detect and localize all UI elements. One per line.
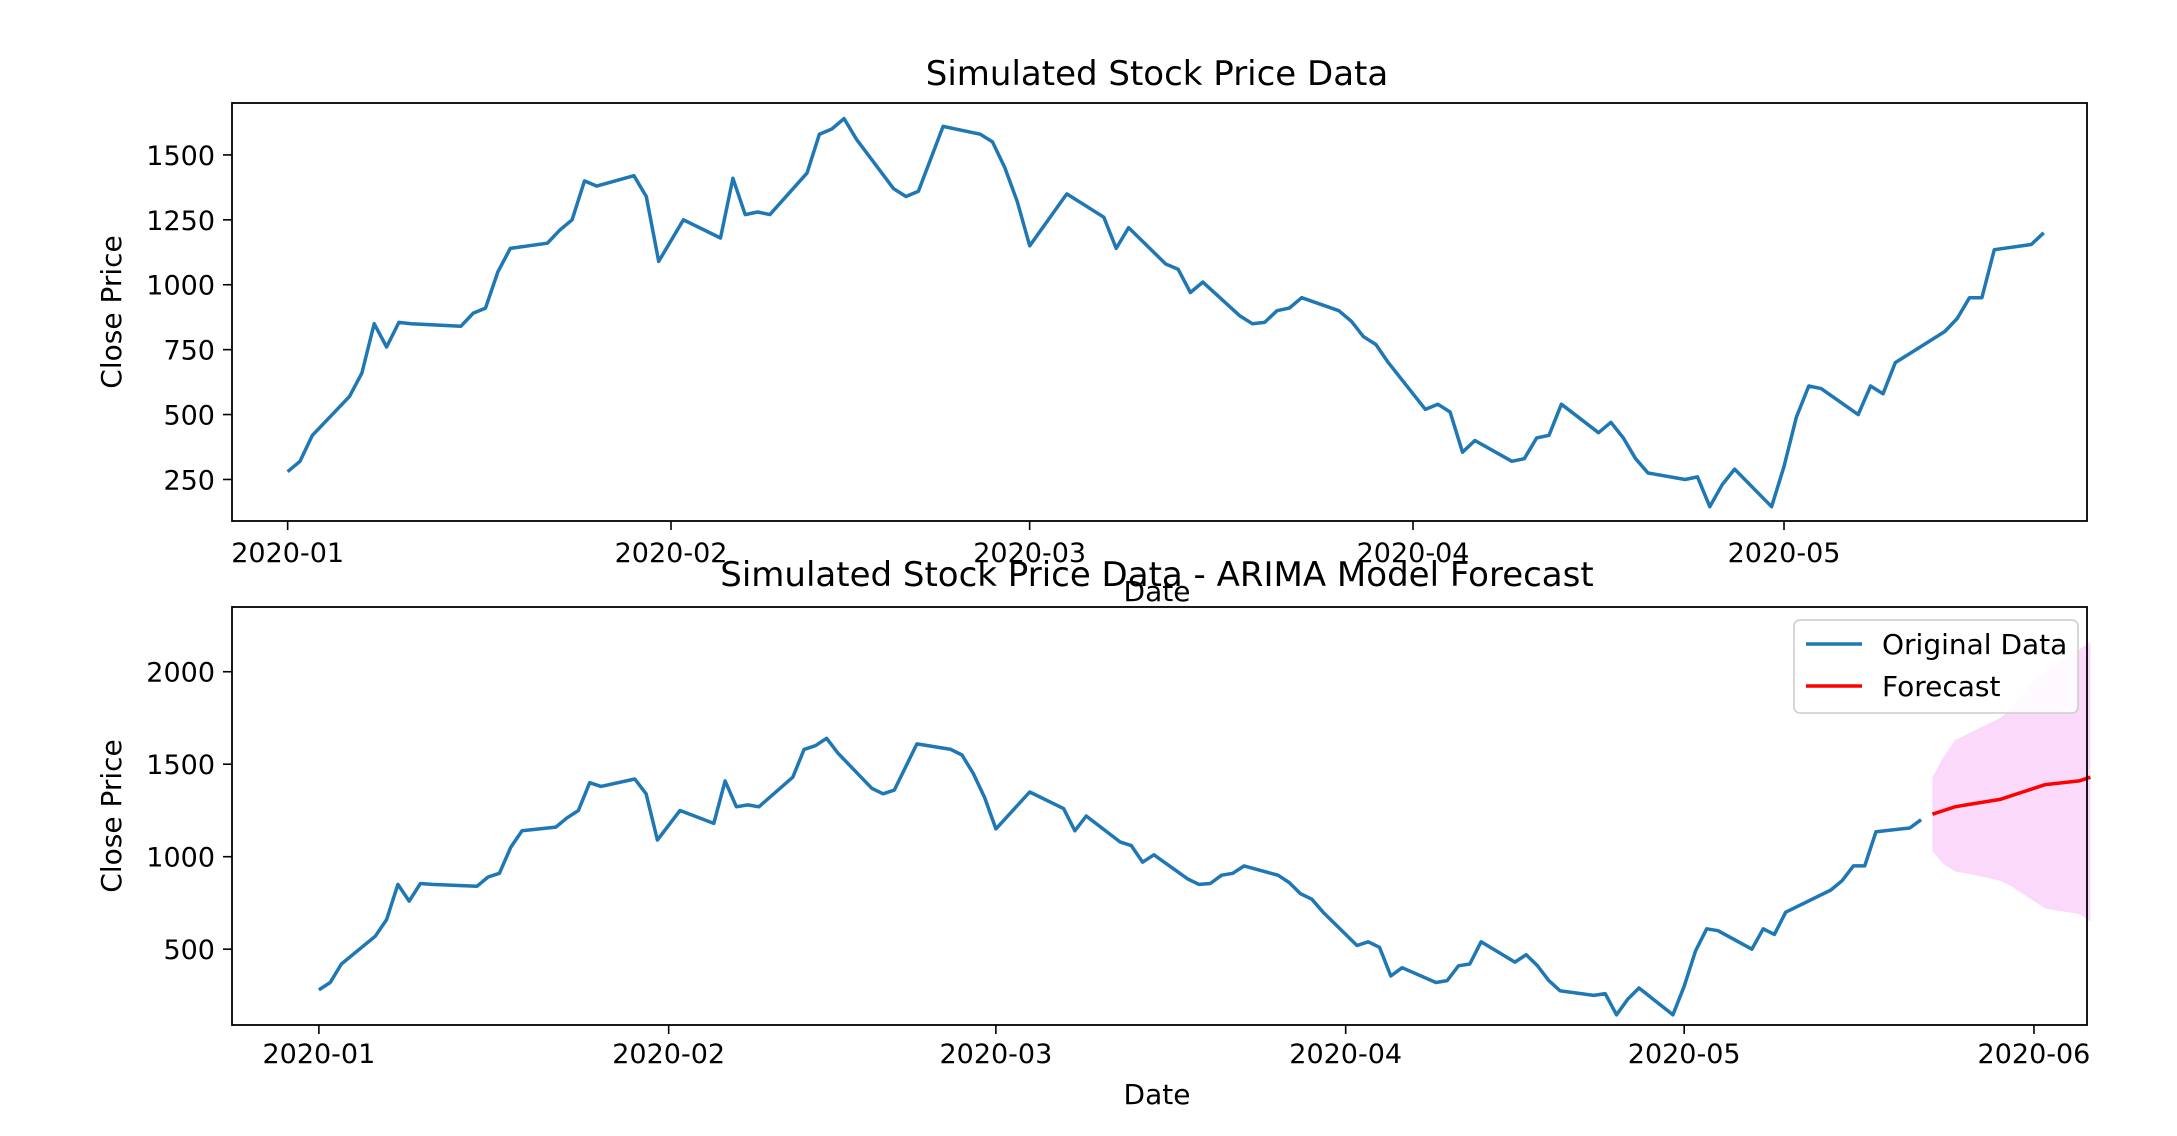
x-tick-label: 2020-05 <box>1628 1039 1741 1070</box>
x-tick-label: 2020-03 <box>939 1039 1052 1070</box>
x-tick-label: 2020-03 <box>973 538 1086 569</box>
y-tick-label: 500 <box>163 401 215 432</box>
axes-frame <box>231 606 2088 1026</box>
y-tick-label: 1500 <box>146 141 215 172</box>
x-axis: 2020-01 2020-02 2020-03 2020-04 2020-05 2020-… <box>262 1025 2090 1070</box>
plot-area <box>286 116 2045 509</box>
x-tick-label: 2020-02 <box>615 538 728 569</box>
x-axis-label: Date <box>1124 1078 1191 1111</box>
y-tick-label: 500 <box>163 935 215 966</box>
x-tick-label: 2020-01 <box>262 1039 375 1070</box>
y-tick-label: 2000 <box>146 658 215 689</box>
x-tick-label: 2020-04 <box>1357 538 1470 569</box>
series-line-close-price <box>286 116 2045 509</box>
price-chart: Simulated Stock Price Data 2020-01 2020-0… <box>95 54 2088 608</box>
y-tick-label: 1500 <box>146 750 215 781</box>
y-axis: 500 1000 1500 2000 <box>146 658 232 966</box>
legend: Original Data Forecast <box>1793 619 2079 714</box>
y-tick-label: 1250 <box>146 206 215 237</box>
x-axis-label: Date <box>1124 575 1191 608</box>
axes-frame <box>231 102 2088 522</box>
y-axis: 250 500 750 1000 1250 1500 <box>146 141 232 496</box>
legend-label-forecast: Forecast <box>1882 670 2001 703</box>
series-line-original-data <box>317 736 1923 1017</box>
x-tick-label: 2020-05 <box>1728 538 1841 569</box>
y-tick-label: 250 <box>163 465 215 496</box>
y-axis-label: Close Price <box>95 739 128 892</box>
x-tick-label: 2020-01 <box>231 538 344 569</box>
chart-title: Simulated Stock Price Data - ARIMA Model… <box>720 555 1593 595</box>
forecast-chart: Simulated Stock Price Data - ARIMA Model… <box>95 555 2091 1111</box>
y-tick-label: 1000 <box>146 843 215 874</box>
series-line-forecast <box>1931 775 2091 816</box>
y-tick-label: 1000 <box>146 271 215 302</box>
x-tick-label: 2020-06 <box>1978 1039 2091 1070</box>
y-axis-label: Close Price <box>95 235 128 388</box>
x-tick-label: 2020-04 <box>1289 1039 1402 1070</box>
chart-title: Simulated Stock Price Data <box>926 54 1388 94</box>
x-tick-label: 2020-02 <box>612 1039 725 1070</box>
y-tick-label: 750 <box>163 336 215 367</box>
legend-box <box>1793 619 2079 714</box>
x-axis: 2020-01 2020-02 2020-03 2020-04 2020-05 <box>231 521 1840 569</box>
legend-label-original-data: Original Data <box>1882 628 2067 661</box>
